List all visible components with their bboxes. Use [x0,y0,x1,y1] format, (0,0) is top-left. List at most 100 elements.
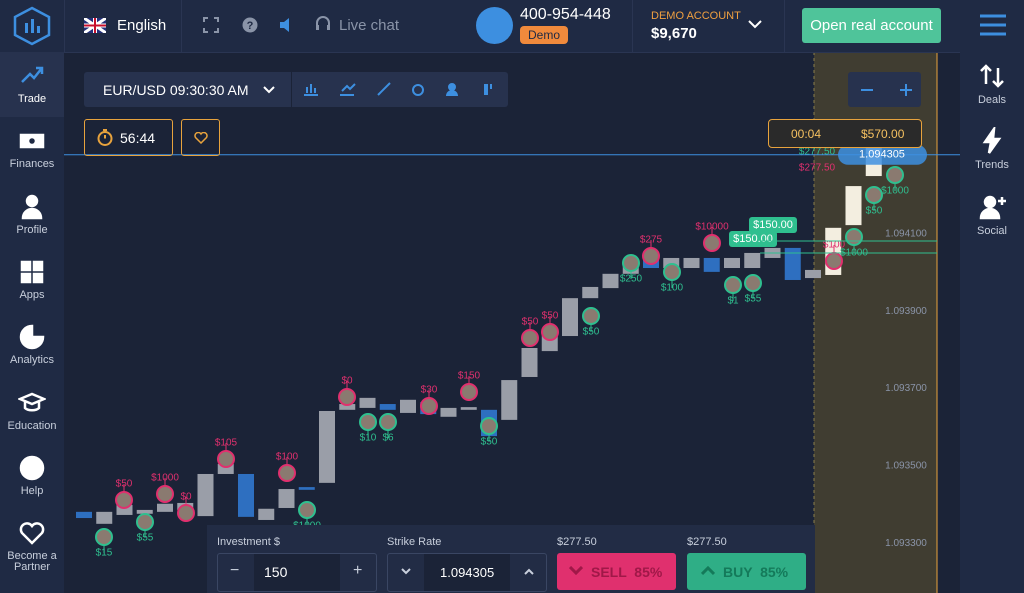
trade-avatar [845,228,863,246]
candle [339,404,356,410]
sidebar-label: Education [7,419,57,432]
icon-shape [19,134,45,149]
avatar[interactable] [476,7,513,44]
fullscreen-icon[interactable] [203,17,219,33]
input-field[interactable]: 150 [254,554,340,591]
y-tick-label: 1.093900 [885,306,927,317]
trade-amount: $55 [137,533,154,544]
language[interactable]: English [64,0,182,52]
sidebar-label: Deals [977,94,1007,106]
payout-tag [749,217,797,233]
sidebar-item[interactable]: Trends [960,127,1024,171]
live-chat[interactable]: Live chat [339,17,400,34]
trade-avatar [724,276,742,294]
divider [632,0,633,52]
phone: 400-954-448 [520,6,611,23]
menu-icon[interactable] [980,14,1006,36]
candle [460,407,477,410]
sidebar-icon [18,392,46,411]
sidebar-item[interactable]: Trade [0,62,64,105]
candle [136,509,153,514]
trade-amount: $10 [360,433,377,444]
strike-down[interactable] [401,568,411,575]
y-tick-label: 1.093300 [885,538,927,549]
sidebar-label: Become a Partner [7,550,57,574]
trade-panel: Investment $ − 150 + Strike Rate 1.09430… [207,525,815,593]
decrease[interactable]: − [230,562,240,579]
sidebar-item[interactable]: Education [0,389,64,432]
account-dropdown[interactable] [748,20,762,30]
sidebar-item[interactable]: Become a Partner [0,519,64,573]
sound-icon[interactable] [279,17,295,33]
candle [703,257,720,272]
candle [602,273,619,289]
sidebar-item[interactable]: Deals [960,62,1024,106]
candle [845,186,862,226]
investment-input[interactable]: − 150 + [217,553,377,592]
account-label: DEMO ACCOUNT [651,10,741,22]
candle [663,257,680,269]
sidebar-item[interactable]: Analytics [0,323,64,366]
sidebar-icon [19,455,45,481]
heart-icon [194,132,208,144]
price-pill [838,144,927,165]
divider [291,72,292,107]
candle [157,503,173,512]
sidebar-item[interactable]: Help [0,454,64,497]
svg-text:?: ? [247,20,254,32]
chat-icon[interactable] [315,16,331,33]
candle [197,473,214,517]
buy-payout: $277.50 [687,536,727,548]
trade-amount: $50 [116,479,133,490]
strike-input[interactable]: 1.094305 [387,553,547,592]
candle [724,257,740,269]
trade-amount: $150 [458,371,481,382]
sidebar-label: Help [20,484,44,497]
sidebar-icon [21,66,44,83]
trade-avatar [622,254,640,272]
toolbar: EUR/USD 09:30:30 AM [84,72,508,107]
candle [217,463,234,474]
open-account-button[interactable]: Open real account [802,8,941,43]
y-tick-label: 1.093500 [885,461,927,472]
sidebar-icon [19,522,45,545]
help-icon[interactable]: ? [242,17,258,33]
trade-avatar [278,464,296,482]
sidebar-item[interactable]: Social [960,193,1024,237]
trade-avatar [136,513,154,531]
candle [379,404,396,410]
sidebar-icon [21,194,43,219]
sidebar-item[interactable]: Apps [0,258,64,301]
candle [501,380,518,420]
expiry-countdown: 00:04 [791,127,822,141]
favorite[interactable] [181,119,220,156]
trade-avatar [379,413,397,431]
trade-amount: $50 [583,327,600,338]
icon-shape [18,392,46,411]
tool-icons[interactable] [302,81,492,99]
sidebar-item[interactable]: Profile [0,193,64,236]
trade-amount: $105 [215,438,238,449]
candle [96,511,113,524]
sidebar-item[interactable]: Finances [0,127,64,170]
sell-button[interactable]: SELL 85% [557,553,676,590]
candle [744,252,761,269]
zoom-icons[interactable] [860,83,912,97]
timer[interactable]: 56:44 [84,119,173,156]
investment-value: 150 [264,564,288,580]
trade-amount: $100 [823,240,846,251]
trade-avatar [865,186,883,204]
strike-up[interactable] [524,568,534,575]
buy-button[interactable]: BUY 85% [687,553,806,590]
asset-selector[interactable]: EUR/USD 09:30:30 AM [103,82,249,98]
candle [278,489,295,508]
icon-shape [982,127,1002,155]
asset-dropdown[interactable] [263,86,275,94]
trade-amount: $50 [481,437,498,448]
increase[interactable]: + [353,562,363,579]
candle [784,247,801,280]
trade-amount: $275 [640,235,663,246]
y-tick-label: 1.094100 [885,229,927,240]
sidebar-label: Trends [975,159,1009,172]
sidebar-icon [20,260,44,284]
